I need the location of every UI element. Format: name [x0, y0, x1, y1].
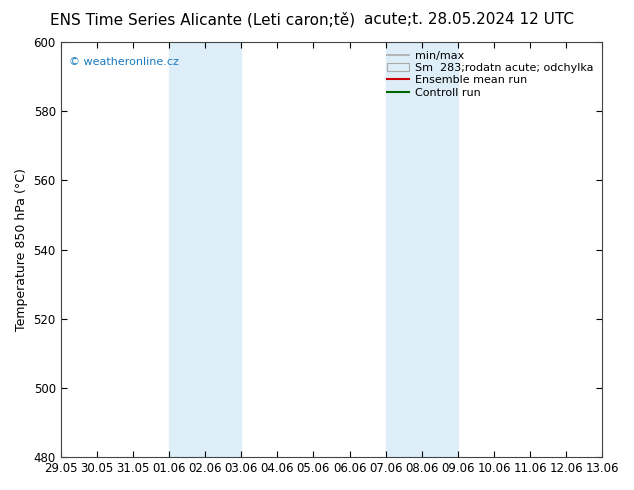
Bar	[385, 42, 458, 457]
Y-axis label: Temperature 850 hPa (°C): Temperature 850 hPa (°C)	[15, 168, 28, 331]
Text: © weatheronline.cz: © weatheronline.cz	[69, 56, 179, 67]
Text: acute;t. 28.05.2024 12 UTC: acute;t. 28.05.2024 12 UTC	[364, 12, 574, 27]
Legend: min/max, Sm  283;rodatn acute; odchylka, Ensemble mean run, Controll run: min/max, Sm 283;rodatn acute; odchylka, …	[384, 48, 597, 101]
Bar	[169, 42, 241, 457]
Text: ENS Time Series Alicante (Leti caron;tě): ENS Time Series Alicante (Leti caron;tě)	[50, 12, 356, 28]
